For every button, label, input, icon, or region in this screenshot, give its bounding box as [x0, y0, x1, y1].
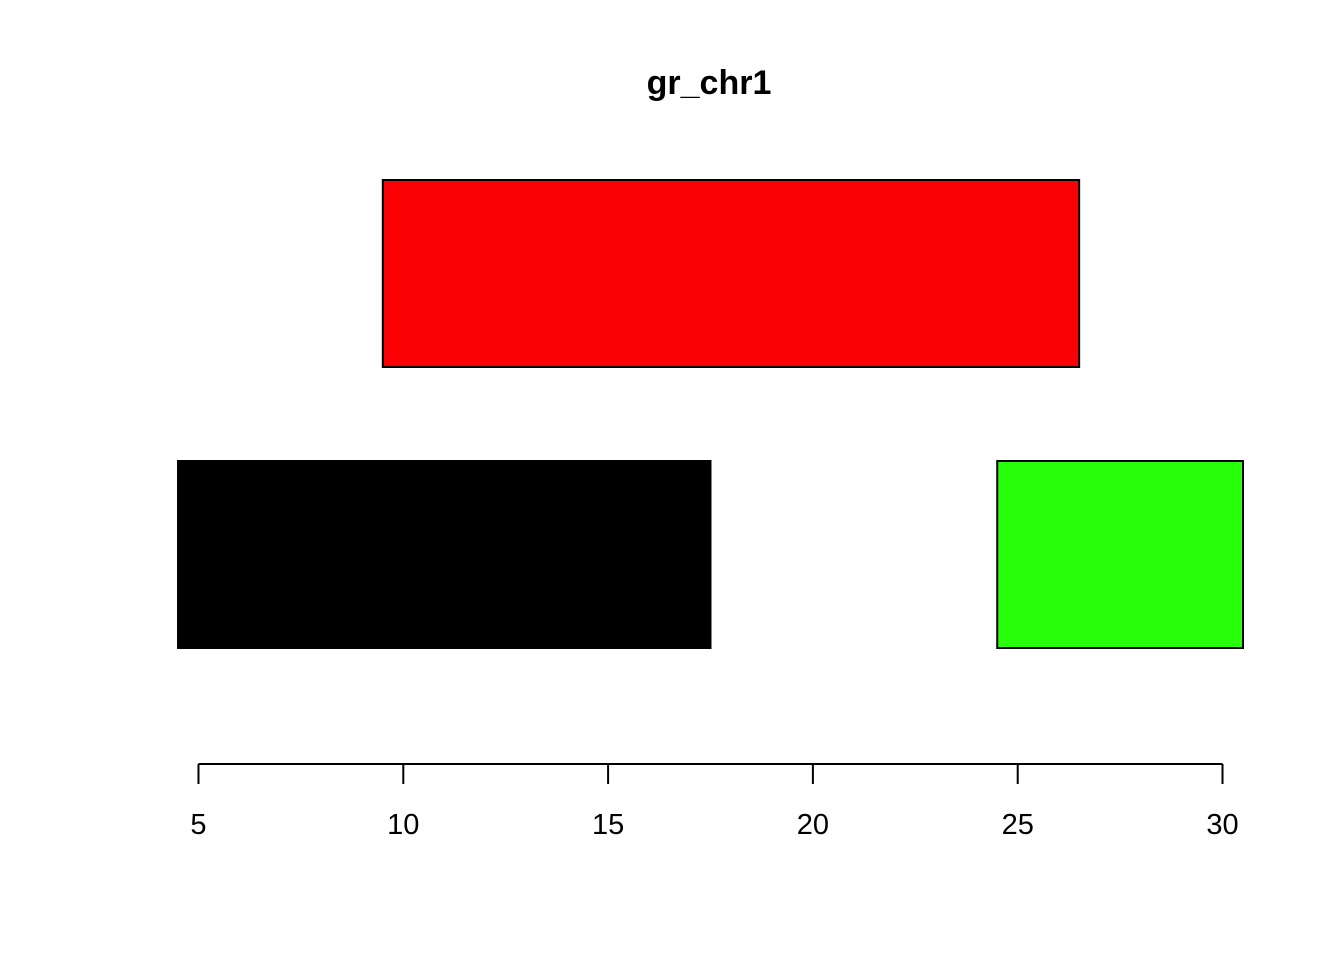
x-tick-label-25: 25 — [1002, 809, 1034, 841]
chart-title: gr_chr1 — [647, 64, 772, 102]
x-tick-label-10: 10 — [387, 809, 419, 841]
x-tick-label-20: 20 — [797, 809, 829, 841]
x-tick-label-5: 5 — [190, 809, 206, 841]
x-tick-label-15: 15 — [592, 809, 624, 841]
range-bar-3 — [996, 460, 1244, 649]
range-bar-1 — [381, 179, 1081, 368]
range-bar-2 — [177, 460, 712, 649]
x-tick-label-30: 30 — [1206, 809, 1238, 841]
ranges-layer — [177, 179, 1244, 649]
x-axis: 5 10 15 20 25 30 — [190, 763, 1239, 841]
